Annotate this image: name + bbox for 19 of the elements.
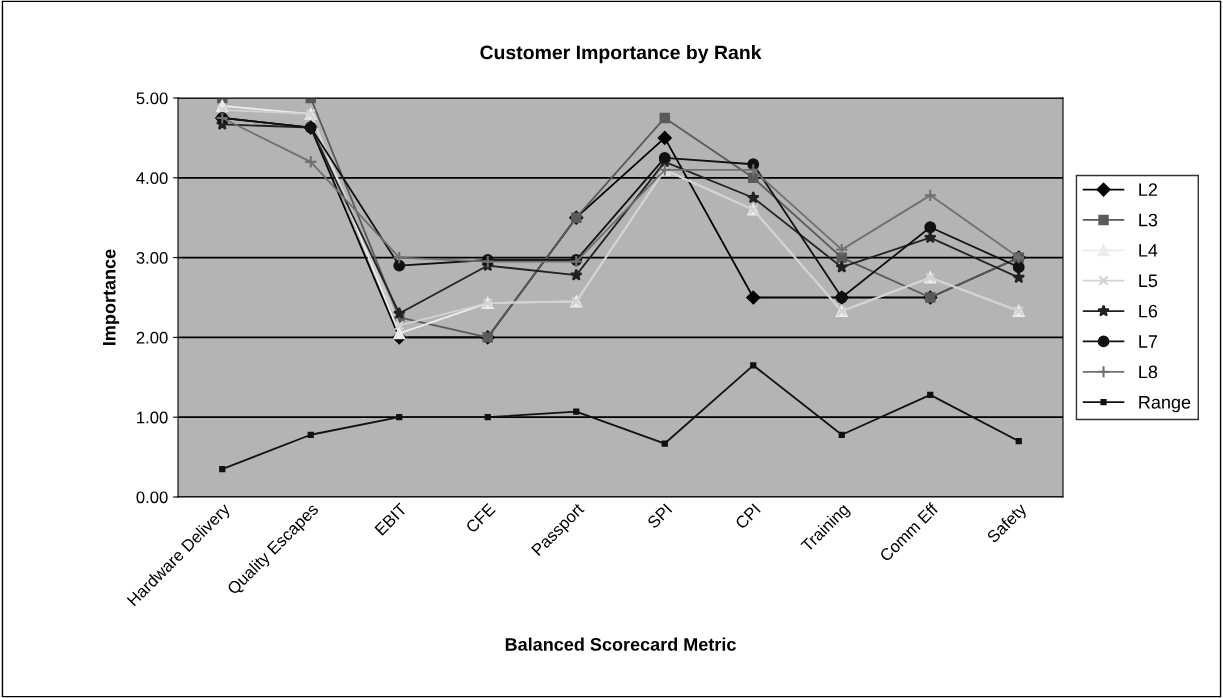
legend-label: L7 bbox=[1139, 335, 1158, 348]
y-tick-label: 2.00 bbox=[136, 331, 168, 344]
y-axis-title: Importance bbox=[103, 249, 120, 345]
x-tick-label: SPI bbox=[646, 503, 673, 529]
y-tick-label: 0.00 bbox=[136, 491, 168, 504]
y-tick-label: 3.00 bbox=[136, 252, 168, 264]
legend-label: Range bbox=[1139, 396, 1191, 413]
legend-label: L6 bbox=[1139, 304, 1158, 318]
x-axis-title: Balanced Scorecard Metric bbox=[505, 637, 736, 651]
y-tick-label: 4.00 bbox=[136, 172, 168, 184]
legend-label: L3 bbox=[1139, 213, 1158, 227]
y-tick-label: 1.00 bbox=[137, 411, 168, 424]
chart-title: Customer Importance by Rank bbox=[480, 45, 762, 64]
legend-label: L5 bbox=[1139, 274, 1158, 288]
legend-label: L4 bbox=[1139, 244, 1158, 257]
x-tick-label: CPI bbox=[734, 503, 761, 530]
legend-label: L8 bbox=[1139, 365, 1158, 379]
legend-label: L2 bbox=[1139, 183, 1158, 196]
y-tick-label: 5.00 bbox=[136, 92, 168, 105]
